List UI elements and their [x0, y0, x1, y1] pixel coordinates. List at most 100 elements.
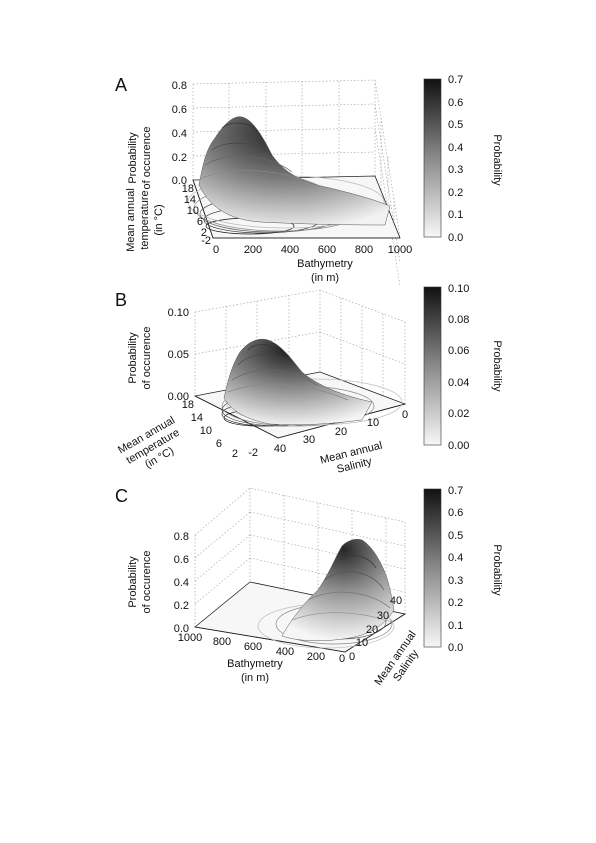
panel-a-ylabel-line3: (in °C)	[153, 204, 165, 235]
panel-c-xlabel-line1: Bathymetry	[227, 658, 283, 670]
panel-c-cbtick: 0.4	[448, 552, 463, 564]
panel-b-ytick: 2	[232, 448, 238, 460]
panel-b-letter: B	[115, 290, 127, 310]
panel-c-cbtick: 0.5	[448, 530, 463, 542]
panel-a-letter: A	[115, 75, 127, 95]
panel-b: B	[115, 283, 503, 476]
panel-b-ztick: 0.05	[168, 349, 189, 361]
panel-a-cbtick: 0.1	[448, 209, 463, 221]
panel-c-cbtick: 0.3	[448, 575, 463, 587]
panel-b-ytick: 6	[216, 438, 222, 450]
panel-b-cbtick: 0.10	[448, 283, 469, 295]
panel-c-letter: C	[115, 486, 128, 506]
panel-c-xtick: 200	[307, 651, 325, 663]
panel-b-xtick: 30	[303, 434, 315, 446]
panel-c-cbtick: 0.0	[448, 642, 463, 654]
panel-a-ztick: 0.2	[172, 152, 187, 164]
panel-b-zlabel-line1: Probability	[127, 332, 139, 384]
panel-c-cbtick: 0.2	[448, 597, 463, 609]
panel-a-cbtick: 0.3	[448, 164, 463, 176]
panel-c-x-axis: 1000 800 600 400 200 0 Bathymetry (in m)	[178, 632, 345, 684]
panel-b-ytick: 18	[182, 399, 194, 411]
panel-a-ztick: 0.0	[172, 175, 187, 187]
panel-c-xtick: 0	[339, 653, 345, 665]
panel-a-zlabel-line2: of occurence	[141, 127, 153, 190]
panel-a-ylabel-line1: Mean annual	[125, 188, 137, 252]
panel-c-ztick: 0.2	[174, 600, 189, 612]
panel-c-zlabel-line1: Probability	[127, 556, 139, 608]
panel-c-xtick: 600	[244, 641, 262, 653]
panel-c-ztick: 0.8	[174, 531, 189, 543]
panel-b-zlabel-line2: of occurence	[141, 327, 153, 390]
panel-b-xtick: 0	[402, 409, 408, 421]
panel-c-surface	[281, 539, 395, 642]
panel-a-ytick: -2	[201, 235, 211, 247]
panel-b-ztick: 0.10	[168, 307, 189, 319]
panel-b-surface	[223, 338, 373, 426]
panel-b-ytick: 14	[191, 412, 203, 424]
panel-a-surface	[198, 116, 391, 226]
panel-c-ztick: 0.6	[174, 554, 189, 566]
panel-b-cbtick: 0.00	[448, 440, 469, 452]
panel-a-ytick: 14	[184, 194, 196, 206]
panel-c: C	[115, 485, 503, 688]
panel-a-xtick: 1000	[388, 244, 412, 256]
panel-a-cbtick: 0.7	[448, 74, 463, 86]
panel-a-cbtick: 0.4	[448, 142, 463, 154]
panel-c-xtick: 1000	[178, 632, 202, 644]
panel-a-zlabel-line1: Probability	[127, 132, 139, 184]
panel-a-xtick: 600	[318, 244, 336, 256]
panel-b-cbtick: 0.04	[448, 377, 469, 389]
panel-a-ylabel-line2: temperature	[139, 190, 151, 249]
panel-c-colorbar: 0.7 0.6 0.5 0.4 0.3 0.2 0.1 0.0 Probabil…	[423, 485, 503, 654]
panel-a-x-axis: 0 200 400 600 800 1000 Bathymetry (in m)	[213, 244, 412, 284]
panel-a-cbtick: 0.0	[448, 232, 463, 244]
panel-c-xlabel-line2: (in m)	[241, 672, 269, 684]
panel-c-cbtick: 0.7	[448, 485, 463, 497]
panel-c-ytick: 10	[356, 637, 368, 649]
panel-a-z-axis: 0.8 0.6 0.4 0.2 0.0 Probability of occur…	[127, 80, 187, 189]
panel-c-grid	[194, 487, 406, 627]
panel-c-ztick: 0.0	[174, 623, 189, 635]
panel-a-cbtick: 0.2	[448, 187, 463, 199]
panel-c-xtick: 800	[213, 636, 231, 648]
panel-c-z-axis: 0.8 0.6 0.4 0.2 0.0 Probability of occur…	[127, 531, 189, 635]
panel-c-ztick: 0.4	[174, 577, 189, 589]
panel-b-ytick: -2	[248, 447, 258, 459]
panel-b-cbtick: 0.02	[448, 408, 469, 420]
panel-a-xtick: 800	[355, 244, 373, 256]
panel-a-ytick: 2	[201, 227, 207, 239]
panel-c-ytick: 0	[349, 651, 355, 663]
panel-b-colorbar-label: Probability	[491, 340, 503, 392]
panel-b-cbtick: 0.08	[448, 314, 469, 326]
panel-b-ztick: 0.00	[168, 391, 189, 403]
panel-a-ytick: 18	[182, 183, 194, 195]
panel-b-colorbar: 0.10 0.08 0.06 0.04 0.02 0.00 Probabilit…	[423, 283, 503, 452]
panel-a-ztick: 0.4	[172, 128, 187, 140]
panel-c-zlabel-line2: of occurence	[141, 551, 153, 614]
panel-b-cbtick: 0.06	[448, 345, 469, 357]
panel-b-xtick: 40	[274, 443, 286, 455]
panel-c-xtick: 400	[276, 646, 294, 658]
panel-c-ytick: 40	[390, 595, 402, 607]
panel-b-xtick: 10	[367, 417, 379, 429]
panel-a-xlabel-line2: (in m)	[311, 272, 339, 284]
panel-b-xtick: 20	[335, 426, 347, 438]
panel-a-ztick: 0.6	[172, 104, 187, 116]
panel-c-cbtick: 0.6	[448, 507, 463, 519]
panel-a-colorbar: 0.7 0.6 0.5 0.4 0.3 0.2 0.1 0.0 Probabil…	[423, 74, 503, 244]
panel-a-cbtick: 0.6	[448, 97, 463, 109]
panel-b-z-axis: 0.10 0.05 0.00 Probability of occurence	[127, 307, 189, 403]
panel-b-ytick: 10	[200, 425, 212, 437]
panel-a-xtick: 400	[281, 244, 299, 256]
panel-c-ytick: 20	[366, 624, 378, 636]
panel-a-y-axis: 18 14 10 6 2 -2 Mean annual temperature …	[125, 183, 211, 252]
panel-a: A	[115, 74, 503, 287]
panel-a-xtick: 200	[244, 244, 262, 256]
panel-a-xtick: 0	[213, 244, 219, 256]
panel-c-colorbar-label: Probability	[491, 544, 503, 596]
panel-a-ytick: 10	[187, 205, 199, 217]
panel-a-ztick: 0.8	[172, 80, 187, 92]
panel-a-colorbar-label: Probability	[491, 134, 503, 186]
